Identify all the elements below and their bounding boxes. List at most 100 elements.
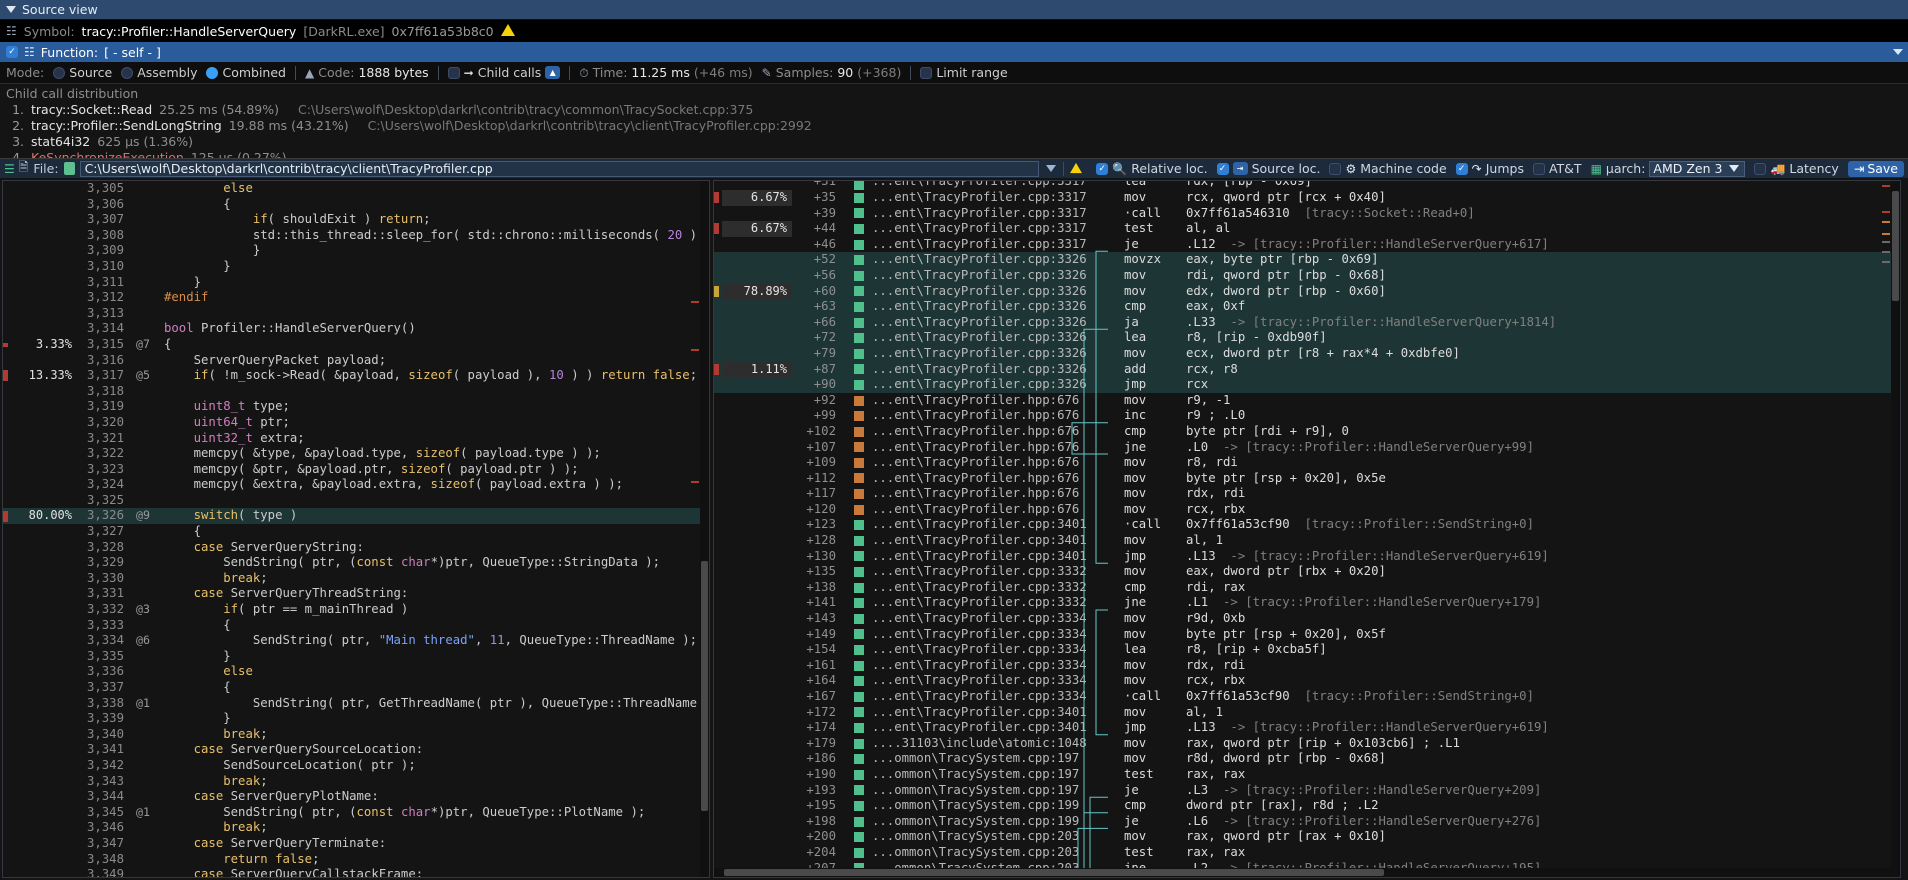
assembly-source-location[interactable]: ...ent\TracyProfiler.cpp:3401 [872, 517, 1086, 532]
radio-combined-icon[interactable] [206, 66, 219, 79]
assembly-line-row[interactable]: +204 ...ommon\TracySystem.cpp:203 test rax,… [714, 845, 1900, 861]
source-line-row[interactable]: 3,313 [3, 306, 709, 322]
latency-checkbox[interactable] [1754, 162, 1767, 175]
assembly-source-location[interactable]: ...ent\TracyProfiler.cpp:3326 [872, 283, 1086, 298]
assembly-source-location[interactable]: ...ent\TracyProfiler.cpp:3334 [872, 689, 1086, 703]
file-path-input[interactable]: C:\Users\wolf\Desktop\darkrl\contrib\tra… [79, 160, 1040, 177]
file-icon[interactable]: 🗎 [18, 160, 29, 174]
assembly-line-row[interactable]: +39 ...ent\TracyProfiler.cpp:3317 ·call 0x7… [714, 206, 1900, 222]
assembly-line-row[interactable]: +130 ...ent\TracyProfiler.cpp:3401 jmp .L13… [714, 549, 1900, 565]
source-line-row[interactable]: 3,333 { [3, 618, 709, 634]
assembly-line-row[interactable]: 1.11% +87 ...ent\TracyProfiler.cpp:3326 add… [714, 361, 1900, 378]
option-jumps[interactable]: ✓ ↷ Jumps [1455, 161, 1524, 176]
assembly-source-location[interactable]: ...ent\TracyProfiler.cpp:3334 [872, 673, 1086, 688]
child-call-row[interactable]: 1. tracy::Socket::Read 25.25 ms (54.89%) C:… [0, 102, 1908, 118]
assembly-source-location[interactable]: ...ent\TracyProfiler.hpp:676 [872, 392, 1080, 407]
assembly-source-location[interactable]: ...ent\TracyProfiler.cpp:3326 [872, 377, 1086, 392]
assembly-line-row[interactable]: +109 ...ent\TracyProfiler.hpp:676 mov r8, r… [714, 455, 1900, 471]
assembly-source-location[interactable]: ...ommon\TracySystem.cpp:203 [872, 829, 1080, 844]
assembly-line-row[interactable]: +198 ...ommon\TracySystem.cpp:199 je .L6 ->… [714, 814, 1900, 830]
assembly-source-location[interactable]: ...ent\TracyProfiler.cpp:3317 [872, 205, 1086, 220]
assembly-hscroll-thumb[interactable] [724, 869, 1384, 876]
source-line-row[interactable]: 3,340 break; [3, 727, 709, 743]
source-line-row[interactable]: 3,349 case ServerQueryCallstackFrame: [3, 867, 709, 877]
source-line-row[interactable]: 3,344 case ServerQueryPlotName: [3, 789, 709, 805]
assembly-line-row[interactable]: +186 ...ommon\TracySystem.cpp:197 mov r8d, … [714, 751, 1900, 767]
assembly-line-row[interactable]: +90 ...ent\TracyProfiler.cpp:3326 jmp rcx [714, 377, 1900, 393]
function-value[interactable]: [ - self - ] [104, 44, 161, 60]
assembly-source-location[interactable]: ...ent\TracyProfiler.hpp:676 [872, 455, 1080, 470]
assembly-line-row[interactable]: 6.67% +35 ...ent\TracyProfiler.cpp:3317 mov… [714, 190, 1900, 206]
assembly-source-location[interactable]: ...ommon\TracySystem.cpp:197 [872, 766, 1080, 781]
assembly-line-row[interactable]: +200 ...ommon\TracySystem.cpp:203 mov rax, … [714, 829, 1900, 845]
assembly-listing[interactable]: +31 ...ent\TracyProfiler.cpp:3317 lea rdx, … [714, 181, 1900, 877]
assembly-line-row[interactable]: +138 ...ent\TracyProfiler.cpp:3332 cmp rdi,… [714, 580, 1900, 596]
assembly-line-row[interactable]: +66 ...ent\TracyProfiler.cpp:3326 ja .L33 -… [714, 314, 1900, 331]
source-line-row[interactable]: 3,334 @6 SendString( ptr, "Main thread", … [3, 633, 709, 649]
source-line-row[interactable]: 3,341 case ServerQuerySourceLocation: [3, 742, 709, 758]
radio-assembly-icon[interactable] [121, 66, 134, 79]
source-line-row[interactable]: 3,323 memcpy( &ptr, &payload.ptr, sizeof… [3, 462, 709, 478]
assembly-source-location[interactable]: ...ent\TracyProfiler.cpp:3326 [872, 361, 1086, 376]
function-checkbox[interactable]: ✓ [6, 46, 18, 58]
jumps-checkbox[interactable]: ✓ [1455, 162, 1468, 175]
chevron-down-icon[interactable] [1046, 165, 1057, 172]
source-line-row[interactable]: 3,336 else [3, 664, 709, 680]
assembly-source-location[interactable]: ...ent\TracyProfiler.cpp:3332 [872, 579, 1086, 594]
assembly-line-row[interactable]: +56 ...ent\TracyProfiler.cpp:3326 mov rdi, … [714, 267, 1900, 284]
source-line-row[interactable]: 3,307 if( shouldExit ) return; [3, 212, 709, 228]
assembly-hscrollbar[interactable] [714, 868, 1900, 877]
assembly-line-row[interactable]: +172 ...ent\TracyProfiler.cpp:3401 mov al, … [714, 705, 1900, 721]
source-vscrollbar[interactable] [700, 181, 709, 877]
assembly-source-location[interactable]: ...ent\TracyProfiler.hpp:676 [872, 423, 1080, 438]
chevron-down-icon[interactable] [1893, 49, 1903, 55]
assembly-source-location[interactable]: ...ent\TracyProfiler.hpp:676 [872, 501, 1080, 516]
option-machine-code[interactable]: ⚙ Machine code [1329, 161, 1447, 176]
assembly-pane[interactable]: +31 ...ent\TracyProfiler.cpp:3317 lea rdx, … [713, 180, 1901, 878]
assembly-line-row[interactable]: +120 ...ent\TracyProfiler.hpp:676 mov rcx, … [714, 502, 1900, 518]
source-line-row[interactable]: 3,321 uint32_t extra; [3, 431, 709, 447]
assembly-line-row[interactable]: +135 ...ent\TracyProfiler.cpp:3332 mov eax,… [714, 564, 1900, 580]
assembly-vscrollbar[interactable] [1891, 181, 1900, 877]
assembly-source-location[interactable]: ...ent\TracyProfiler.cpp:3332 [872, 595, 1086, 610]
assembly-source-location[interactable]: ...ent\TracyProfiler.cpp:3334 [872, 611, 1086, 626]
assembly-source-location[interactable]: ...ent\TracyProfiler.cpp:3317 [872, 221, 1086, 236]
assembly-source-location[interactable]: ...ent\TracyProfiler.cpp:3334 [872, 626, 1086, 641]
mode-option-assembly[interactable]: Assembly [121, 65, 197, 80]
source-line-row[interactable]: 3,314 bool Profiler::HandleServerQuery() [3, 321, 709, 337]
assembly-line-row[interactable]: 78.89% +60 ...ent\TracyProfiler.cpp:3326 mo… [714, 283, 1900, 300]
assembly-source-location[interactable]: ...ent\TracyProfiler.cpp:3334 [872, 642, 1086, 657]
mode-option-source[interactable]: Source [53, 65, 112, 80]
assembly-source-location[interactable]: ...ommon\TracySystem.cpp:197 [872, 751, 1080, 766]
symbol-name[interactable]: tracy::Profiler::HandleServerQuery [81, 23, 297, 39]
assembly-line-row[interactable]: +161 ...ent\TracyProfiler.cpp:3334 mov rdx,… [714, 658, 1900, 674]
assembly-source-location[interactable]: ...ommon\TracySystem.cpp:199 [872, 813, 1080, 828]
assembly-source-location[interactable]: ...ommon\TracySystem.cpp:199 [872, 798, 1080, 813]
assembly-line-row[interactable]: +63 ...ent\TracyProfiler.cpp:3326 cmp eax, … [714, 299, 1900, 315]
child-calls-toggle[interactable]: ➞ Child calls ▲ [447, 65, 561, 80]
att-checkbox[interactable] [1532, 162, 1545, 175]
source-line-row[interactable]: 3,318 [3, 384, 709, 400]
assembly-source-location[interactable]: ...ommon\TracySystem.cpp:197 [872, 782, 1080, 797]
save-button[interactable]: ⇥ Save [1847, 160, 1904, 177]
assembly-line-row[interactable]: +92 ...ent\TracyProfiler.hpp:676 mov r9, -1 [714, 393, 1900, 409]
source-vscroll-thumb[interactable] [701, 561, 708, 811]
child-call-row[interactable]: 4. KeSynchronizeExecution 125 µs (0.27%) [0, 150, 1908, 158]
source-line-row[interactable]: 3,337 { [3, 680, 709, 696]
warning-triangle-icon[interactable] [1070, 162, 1083, 173]
source-line-row[interactable]: 3,330 break; [3, 571, 709, 587]
warning-triangle-icon[interactable] [500, 24, 515, 36]
source-line-row[interactable]: 3,328 case ServerQueryString: [3, 540, 709, 556]
source-line-row[interactable]: 13.33% 3,317 @5 if( !m_sock->Read( &payloa… [3, 368, 709, 384]
assembly-line-row[interactable]: +164 ...ent\TracyProfiler.cpp:3334 mov rcx,… [714, 673, 1900, 689]
assembly-line-row[interactable]: +46 ...ent\TracyProfiler.cpp:3317 je .L12 -… [714, 237, 1900, 253]
source-line-row[interactable]: 3,305 else [3, 181, 709, 197]
assembly-line-row[interactable]: +31 ...ent\TracyProfiler.cpp:3317 lea rdx, … [714, 181, 1900, 190]
source-line-row[interactable]: 3,312 #endif [3, 290, 709, 306]
assembly-line-row[interactable]: 6.67% +44 ...ent\TracyProfiler.cpp:3317 tes… [714, 221, 1900, 237]
assembly-source-location[interactable]: ....31103\include\atomic:1048 [872, 735, 1086, 750]
assembly-line-row[interactable]: +154 ...ent\TracyProfiler.cpp:3334 lea r8, … [714, 642, 1900, 658]
source-line-row[interactable]: 3,319 uint8_t type; [3, 399, 709, 415]
assembly-source-location[interactable]: ...ent\TracyProfiler.cpp:3326 [872, 252, 1086, 267]
source-line-row[interactable]: 3,316 ServerQueryPacket payload; [3, 353, 709, 369]
